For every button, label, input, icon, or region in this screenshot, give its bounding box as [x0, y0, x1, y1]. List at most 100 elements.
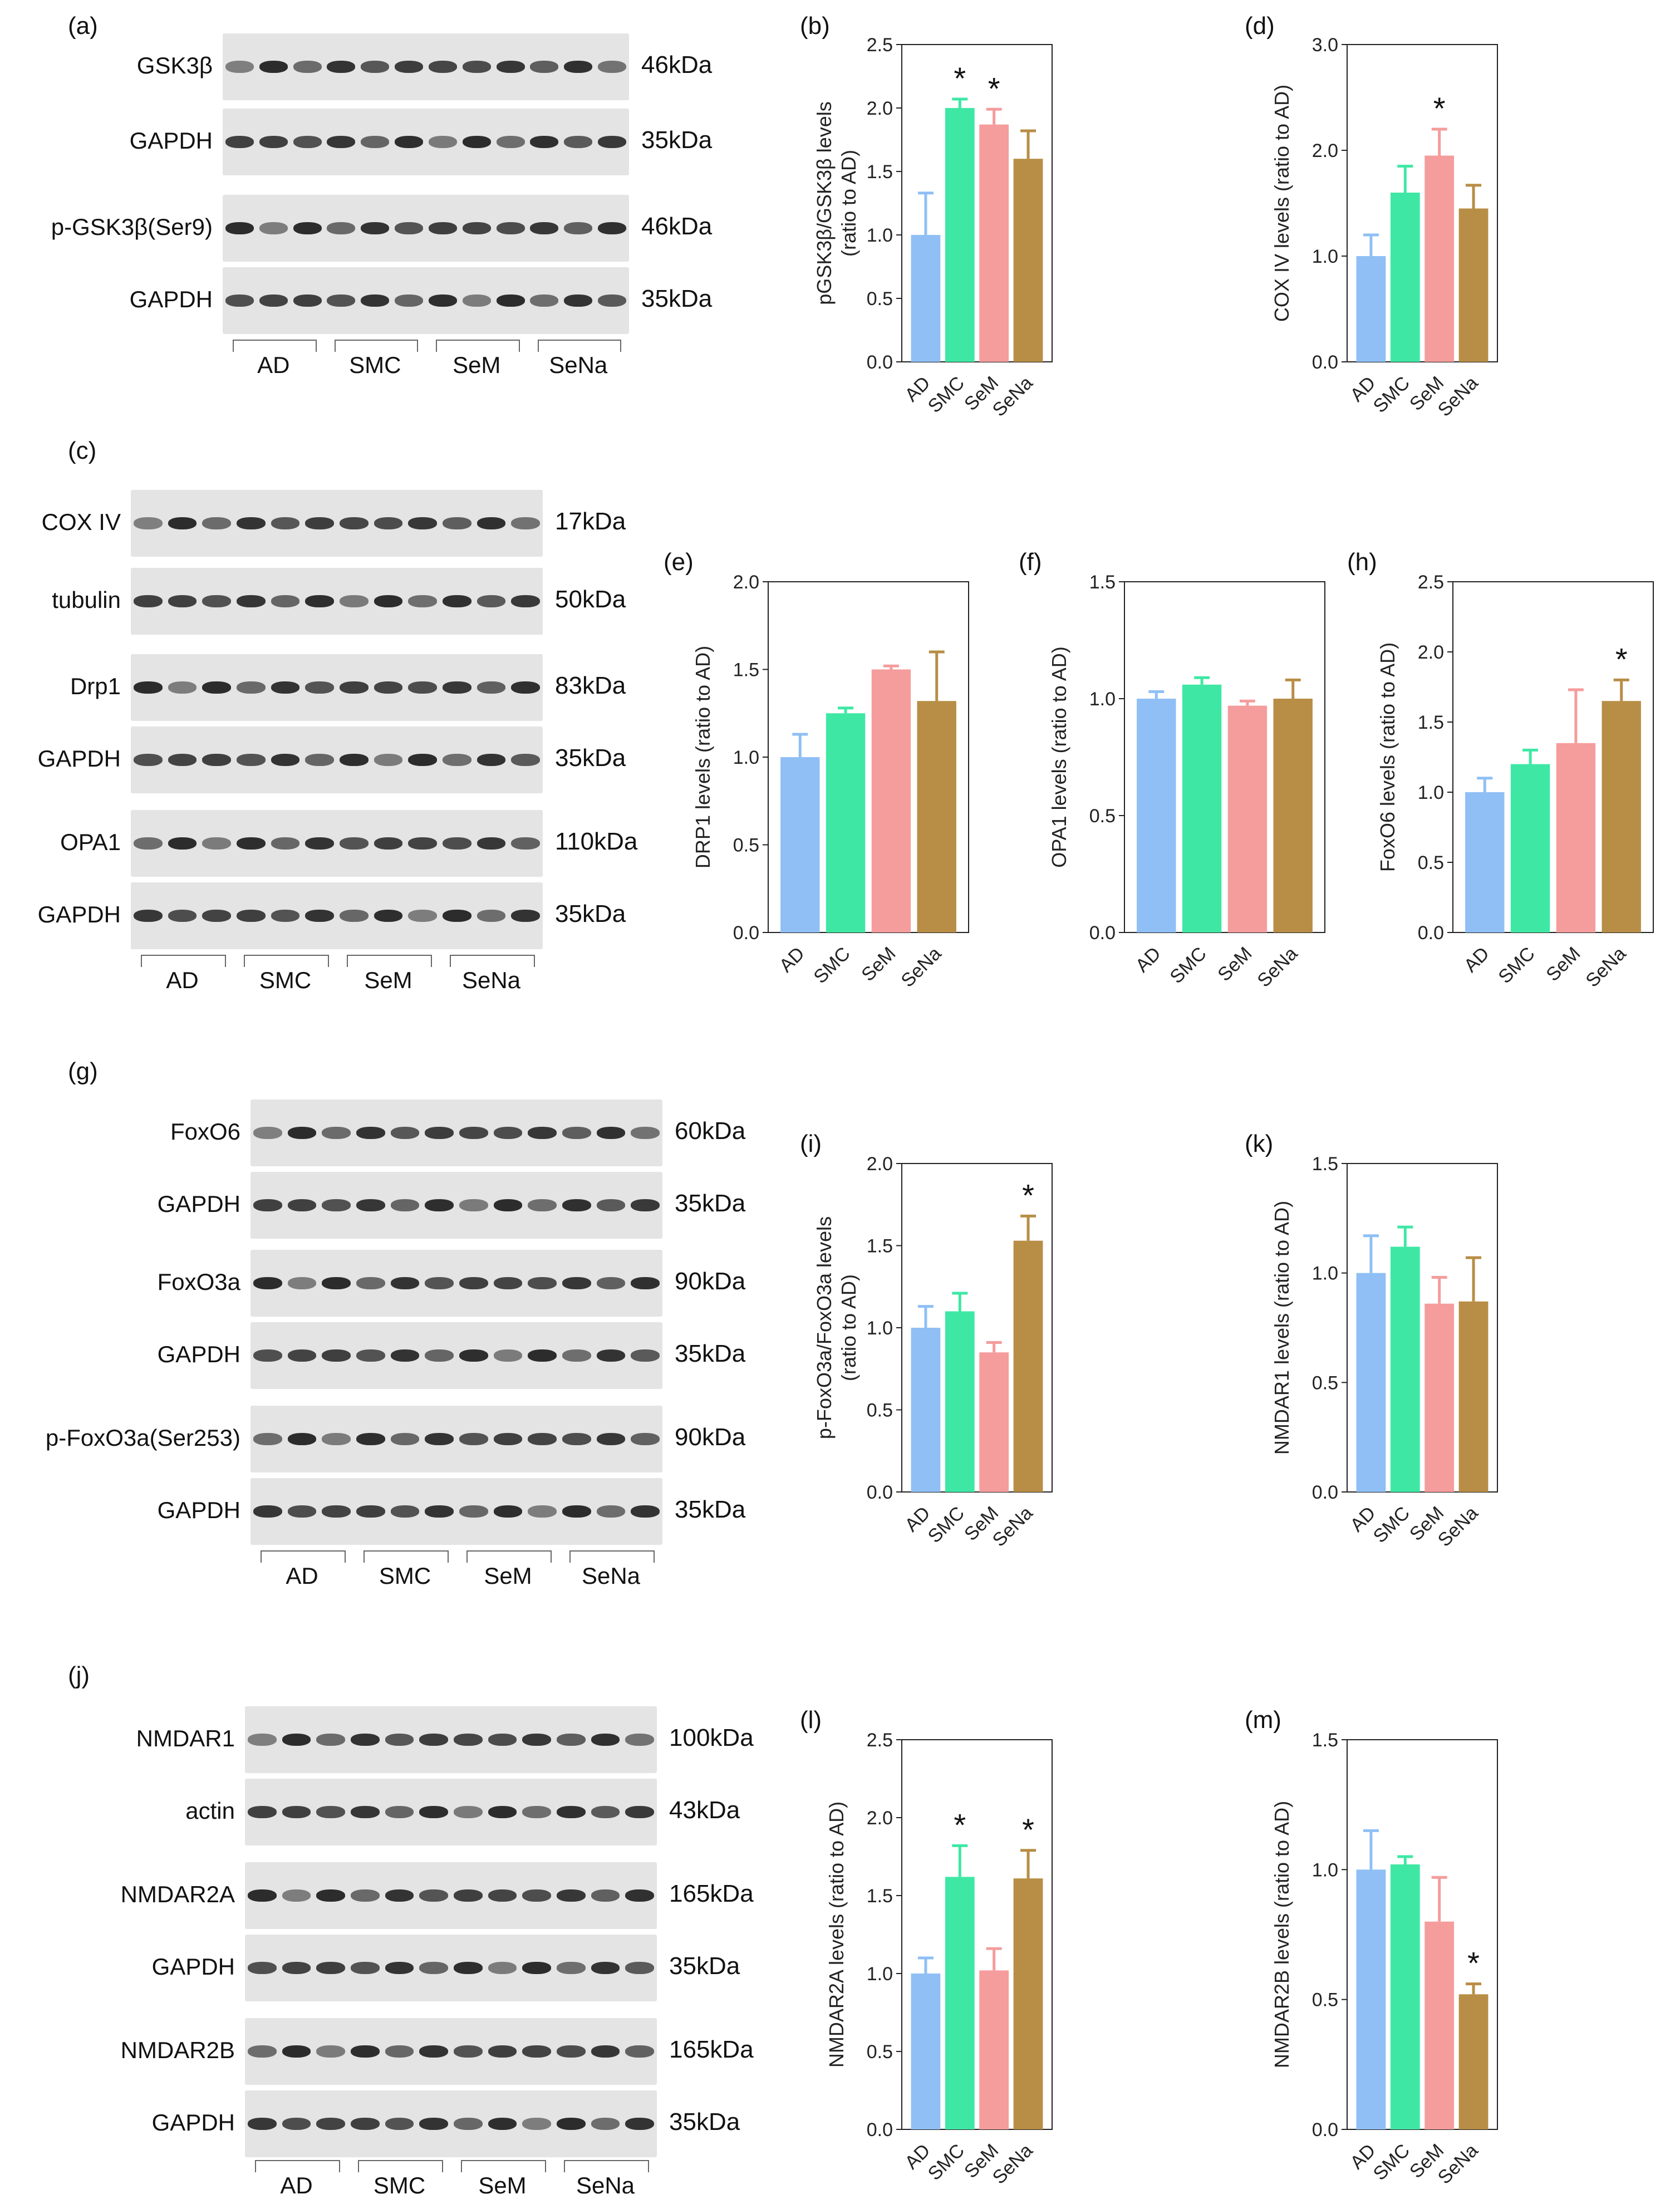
y-tick-label: 2.0	[733, 572, 759, 593]
blot-band	[477, 517, 506, 529]
blot-band	[395, 294, 424, 307]
blot-row-kda: 35kDa	[675, 1340, 746, 1367]
bar-sena	[1458, 208, 1489, 362]
blot-band	[374, 595, 403, 607]
blot-band	[287, 1277, 317, 1289]
group-bracket	[436, 340, 520, 352]
bar-ad	[911, 1974, 941, 2129]
blot-band	[305, 837, 335, 850]
y-tick-label: 1.5	[733, 660, 759, 681]
panel-label-e: (e)	[664, 548, 694, 576]
blot-band	[247, 1806, 277, 1818]
group-label: AD	[166, 967, 199, 993]
blot-band	[488, 1806, 517, 1818]
blot-band	[287, 1433, 317, 1445]
blot-band	[339, 681, 369, 694]
blot-band	[442, 517, 471, 529]
blot-band	[282, 2045, 311, 2058]
blot-band	[459, 1433, 488, 1445]
blot-band	[522, 2045, 552, 2058]
blot-strip	[250, 1322, 662, 1389]
significance-star: *	[954, 1807, 966, 1842]
blot-band	[511, 837, 541, 850]
blot-band	[385, 2118, 414, 2130]
blot-strip	[245, 2090, 657, 2157]
blot-band	[496, 61, 525, 73]
blot-strip	[245, 1706, 657, 1773]
blot-band	[562, 1199, 591, 1211]
y-tick-label: 1.0	[733, 747, 759, 768]
blot-band	[356, 1199, 385, 1211]
x-tick-label: AD	[775, 943, 809, 976]
blot-band	[168, 595, 197, 607]
blot-band	[339, 754, 369, 766]
blot-band	[425, 1433, 454, 1445]
blot-band	[271, 837, 300, 850]
panel-label-m: (m)	[1245, 1706, 1281, 1734]
bar-smc	[1390, 193, 1420, 362]
blot-band	[625, 2045, 655, 2058]
blot-band	[236, 517, 266, 529]
blot-band	[419, 1806, 449, 1818]
blot-band	[374, 754, 403, 766]
blot-band	[591, 1962, 620, 1974]
group-label: SMC	[349, 352, 401, 378]
blot-band	[316, 1962, 346, 1974]
blot-band	[316, 1806, 346, 1818]
group-bracket	[564, 2160, 649, 2172]
blot-row-name: NMDAR1	[136, 1725, 235, 1751]
blot-band	[493, 1277, 523, 1289]
plot-frame	[1124, 581, 1325, 933]
blot-band	[453, 2045, 483, 2058]
significance-star: *	[1433, 91, 1446, 126]
blot-band	[453, 2118, 483, 2130]
blot-band	[259, 222, 288, 234]
blot-band	[425, 1349, 454, 1362]
blot-band	[374, 681, 403, 694]
bar-chart-e: 0.0 0.5 1.0 1.5 2.0 DRP1 levels (ratio to AD)…	[691, 572, 969, 991]
blot-band	[316, 2118, 346, 2130]
x-tick-label: SeNa	[1434, 2140, 1482, 2188]
bar-ad	[1356, 1869, 1386, 2129]
y-tick-label: 2.0	[867, 98, 893, 119]
group-label: SeM	[364, 967, 412, 993]
group-bracket	[141, 955, 226, 967]
blot-band	[385, 2045, 414, 2058]
blot-band	[419, 1889, 449, 1902]
blot-band	[556, 1734, 586, 1746]
x-tick-label: SeNa	[989, 1503, 1037, 1551]
x-tick-label: SMC	[1494, 943, 1539, 988]
group-bracket	[334, 340, 418, 352]
y-tick-label: 2.0	[1312, 140, 1338, 161]
blot-row-name: FoxO3a	[157, 1269, 240, 1295]
group-bracket	[255, 2160, 340, 2172]
group-bracket	[569, 1550, 655, 1563]
blot-band	[488, 1962, 517, 1974]
blot-band	[511, 910, 541, 922]
y-axis-label: NMDAR2A levels (ratio to AD)	[825, 1801, 848, 2068]
x-tick-label: SeNa	[1253, 943, 1301, 991]
blot-band	[253, 1433, 282, 1445]
x-tick-label: SMC	[1166, 943, 1210, 988]
blot-band	[322, 1505, 351, 1518]
blot-band	[350, 2118, 380, 2130]
blot-band	[287, 1349, 317, 1362]
bar-sem	[1556, 743, 1596, 932]
blot-band	[247, 1962, 277, 1974]
blot-row-kda: 50kDa	[555, 586, 626, 613]
y-tick-label: 0.0	[867, 2119, 893, 2141]
blot-band	[462, 136, 491, 148]
blot-band	[385, 1962, 414, 1974]
panel-label-d: (d)	[1245, 12, 1275, 40]
blot-band	[462, 61, 491, 73]
panel-label-a: (a)	[68, 12, 98, 40]
x-tick-label: SeNa	[1434, 372, 1482, 421]
group-bracket	[244, 955, 329, 967]
group-label: SeNa	[461, 967, 521, 993]
y-tick-label: 1.5	[1089, 572, 1116, 593]
blot-band	[408, 754, 438, 766]
blot-row-kda: 100kDa	[669, 1724, 754, 1751]
blot-band	[631, 1349, 660, 1362]
y-tick-label: 0.0	[867, 352, 893, 373]
